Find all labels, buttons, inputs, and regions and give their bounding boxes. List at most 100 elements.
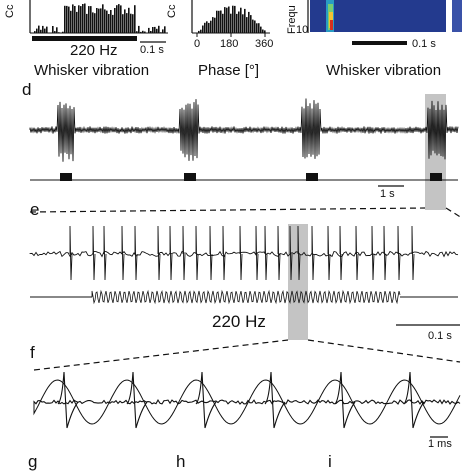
panel-label-g: g — [28, 452, 38, 471]
histogram-bar — [200, 29, 202, 33]
panel-b-tick-180: 180 — [220, 38, 239, 50]
histogram-bar — [202, 25, 204, 33]
histogram-bar — [154, 26, 156, 33]
histogram-bar — [208, 22, 210, 33]
histogram-bar — [206, 21, 208, 33]
histogram-bar — [98, 8, 100, 33]
histogram-bar — [80, 6, 82, 33]
histogram-bar — [198, 30, 200, 33]
histogram-bar — [162, 29, 164, 33]
histogram-bar — [36, 28, 38, 33]
panel-e-scale-label: 0.1 s — [428, 330, 452, 342]
histogram-bar — [152, 27, 154, 33]
histogram-bar — [92, 12, 94, 33]
histogram-bar — [76, 11, 78, 33]
histogram-bar — [252, 19, 254, 33]
panel-b-tick-360: 360 — [255, 38, 274, 50]
histogram-bar — [148, 27, 150, 33]
histogram-bar — [114, 8, 116, 33]
zoom-line-ef-right — [307, 339, 461, 363]
histogram-bar — [64, 5, 66, 34]
histogram-bar — [96, 8, 98, 33]
histogram-bar — [140, 31, 142, 33]
histogram-bar — [44, 28, 46, 33]
histogram-bar — [216, 10, 218, 33]
panel-label-i: i — [328, 452, 332, 471]
histogram-bar — [134, 5, 136, 33]
panel-f-scale-label: 1 ms — [428, 438, 452, 450]
zoom-line-de-left — [29, 207, 426, 213]
histogram-bar — [254, 20, 256, 33]
histogram-bar — [238, 11, 240, 33]
panel-a-stimulus-bar — [32, 36, 137, 41]
panel-b-histogram — [191, 0, 270, 37]
histogram-bar — [214, 17, 216, 33]
histogram-bar — [256, 23, 258, 33]
histogram-bar — [246, 17, 248, 33]
panel-b-tick-0: 0 — [194, 38, 201, 50]
histogram-bar — [66, 5, 68, 34]
histogram-bar — [144, 31, 146, 33]
panel-c-scale-bar — [352, 41, 407, 45]
panel-e-frequency-label: 220 Hz — [212, 312, 266, 331]
histogram-bar — [86, 13, 88, 33]
panel-c-scale-label: 0.1 s — [412, 38, 436, 50]
histogram-bar — [120, 5, 122, 34]
panel-d-spike-trace — [29, 98, 459, 162]
zoom-line-ef-left — [33, 339, 289, 371]
histogram-bar — [258, 23, 260, 33]
histogram-bar — [220, 10, 222, 33]
panel-label-h: h — [176, 452, 186, 471]
histogram-bar — [232, 5, 234, 33]
histogram-bar — [112, 14, 114, 33]
colorbar — [452, 0, 462, 32]
histogram-bar — [156, 28, 158, 33]
histogram-bar — [100, 8, 102, 33]
histogram-bar — [46, 26, 48, 33]
histogram-bar — [118, 4, 120, 33]
histogram-bar — [110, 10, 112, 33]
histogram-bar — [74, 6, 76, 33]
panel-f — [33, 371, 461, 438]
histogram-bar — [136, 31, 138, 33]
panel-b-caption: Phase [°] — [198, 62, 260, 79]
histogram-bar — [88, 6, 90, 33]
histogram-bar — [42, 25, 44, 33]
histogram-bar — [68, 6, 70, 33]
histogram-bar — [56, 27, 58, 33]
histogram-bar — [228, 6, 230, 33]
histogram-bar — [264, 30, 266, 33]
histogram-bar — [260, 26, 262, 33]
histogram-bar — [40, 29, 42, 33]
histogram-bar — [240, 7, 242, 33]
panel-e-vibration-trace — [91, 289, 401, 305]
histogram-bar — [226, 7, 228, 33]
panel-b-bars — [198, 5, 266, 34]
histogram-bar — [142, 30, 144, 33]
panel-label-d: d — [22, 80, 32, 99]
histogram-bar — [102, 4, 104, 34]
histogram-bar — [212, 17, 214, 33]
panel-a-caption: Whisker vibration — [34, 62, 150, 79]
histogram-bar — [262, 29, 264, 33]
panel-f-membrane-trace — [33, 371, 461, 429]
histogram-bar — [34, 31, 36, 33]
histogram-bar — [138, 25, 140, 33]
histogram-bar — [224, 7, 226, 33]
histogram-bar — [160, 32, 162, 33]
histogram-bar — [132, 14, 134, 33]
panel-e-spike-trace — [29, 225, 459, 281]
histogram-bar — [38, 25, 40, 33]
histogram-bar — [84, 3, 86, 33]
panel-a-scale-label: 0.1 s — [140, 44, 164, 56]
histogram-bar — [126, 13, 128, 33]
histogram-bar — [236, 13, 238, 33]
histogram-bar — [70, 10, 72, 34]
panel-a-ylabel: Cc — [4, 4, 16, 18]
histogram-bar — [108, 14, 110, 33]
histogram-bar — [130, 13, 132, 33]
histogram-bar — [218, 10, 220, 34]
panel-d-stimulus-pulse — [184, 173, 196, 181]
histogram-bar — [204, 22, 206, 33]
panel-c-tick-10: 10 — [296, 24, 309, 36]
